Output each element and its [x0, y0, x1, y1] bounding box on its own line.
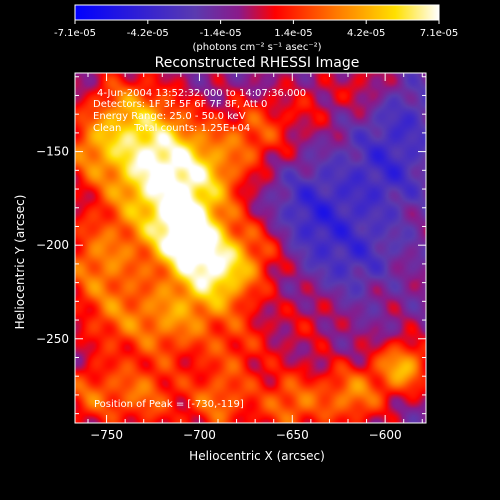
colorbar-unit-label: (photons cm⁻² s⁻¹ asec⁻²) — [192, 42, 321, 53]
y-tick-label: −200 — [36, 238, 69, 252]
colorbar-tick-label: 1.4e-05 — [274, 28, 312, 39]
x-tick-label: −750 — [90, 428, 123, 442]
annotation-block: 4-Jun-2004 13:52:32.000 to 14:07:36.000 … — [93, 88, 306, 410]
annotation-clean-counts: Clean Total counts: 1.25E+04 — [93, 123, 250, 134]
x-tick-label: −700 — [183, 428, 216, 442]
x-tick-label: −600 — [369, 428, 402, 442]
x-tick-label: −650 — [276, 428, 309, 442]
heatmap-canvas — [75, 73, 426, 423]
tick-labels: −750 −700 −650 −600 −250 −200 −150 — [36, 145, 402, 442]
heatmap-container — [75, 73, 426, 423]
x-axis-label: Heliocentric X (arcsec) — [189, 449, 325, 463]
colorbar-tick-label: 7.1e-05 — [420, 28, 458, 39]
plot-area — [74, 72, 427, 424]
axis-ticks — [75, 73, 426, 423]
plot-frame — [74, 72, 427, 424]
colorbar-gradient — [74, 4, 440, 21]
annotation-detectors: Detectors: 1F 3F 5F 6F 7F 8F, Att 0 — [93, 99, 267, 110]
y-tick-label: −250 — [36, 332, 69, 346]
y-tick-label: −150 — [36, 145, 69, 159]
peak-position-label: Position of Peak = [-730,-119] — [94, 399, 244, 410]
colorbar: -7.1e-05 -4.2e-05 -1.4e-05 1.4e-05 4.2e-05 7.… — [54, 4, 458, 53]
chart-title: Reconstructed RHESSI Image — [155, 55, 360, 71]
colorbar-tick-label: -7.1e-05 — [54, 28, 96, 39]
colorbar-tick-label: 4.2e-05 — [347, 28, 385, 39]
annotation-time-range: 4-Jun-2004 13:52:32.000 to 14:07:36.000 — [97, 88, 306, 99]
annotation-energy-range: Energy Range: 25.0 - 50.0 keV — [93, 111, 246, 122]
y-axis-label: Heliocentric Y (arcsec) — [13, 195, 27, 330]
colorbar-tick-label: -4.2e-05 — [127, 28, 169, 39]
colorbar-tick-label: -1.4e-05 — [200, 28, 242, 39]
colorbar-ticks: -7.1e-05 -4.2e-05 -1.4e-05 1.4e-05 4.2e-05 7.… — [54, 20, 458, 39]
